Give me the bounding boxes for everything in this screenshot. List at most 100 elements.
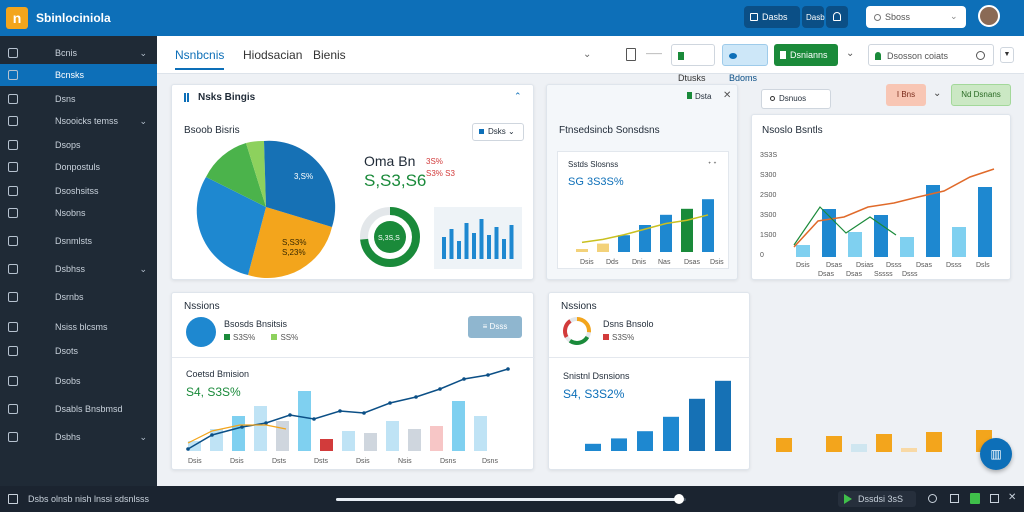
success-badge[interactable]: Nd Dsnans: [951, 84, 1011, 106]
donut-chart: S,3S,S: [360, 207, 420, 267]
y-tick-label: 1S00: [760, 232, 776, 239]
chevron-down-icon[interactable]: ⌄: [139, 264, 147, 274]
sub-value: S4, S3S%: [186, 385, 241, 399]
sidebar-item-label: Donpostuls: [55, 162, 101, 172]
panel-icon[interactable]: [8, 494, 18, 504]
bar-chart-icon: ▥: [990, 447, 1002, 461]
green-action-button[interactable]: Dsnianns: [774, 44, 838, 66]
pie-slice-lightgreen: [246, 140, 266, 207]
sub-value: S4, S3S2%: [563, 387, 625, 401]
sidebar-item-label: Dsnmlsts: [55, 236, 93, 246]
inner-title: Sstds Slosnss: [568, 160, 619, 169]
status-badge[interactable]: Dsnuos: [761, 89, 831, 109]
filter-input[interactable]: Dsosson coiats: [868, 44, 994, 66]
y-tick-label: 3S00: [760, 212, 776, 219]
x-tick-label: Dsss: [886, 262, 902, 269]
tab-history[interactable]: Hiodsacian: [243, 48, 303, 62]
settings-icon[interactable]: [928, 494, 937, 503]
info-icon[interactable]: ᐩ ᐩ: [708, 160, 717, 169]
square-icon[interactable]: [950, 494, 959, 503]
file-icon: [8, 404, 18, 414]
wrench-icon: [8, 208, 18, 218]
mission-button[interactable]: ≡ Dsss: [468, 316, 522, 338]
donut-fill: [360, 207, 420, 267]
window-icon[interactable]: [990, 494, 999, 503]
tab-dashboard[interactable]: Nsnbcnis: [175, 48, 225, 70]
top-action-button[interactable]: Dasbs: [744, 6, 800, 28]
avatar[interactable]: [978, 5, 1000, 27]
progress-knob[interactable]: [674, 494, 684, 504]
sidebar-item-10[interactable]: Dsbhss ⌄: [0, 258, 157, 280]
sidebar-item-5[interactable]: Dsops: [0, 134, 157, 156]
document-icon[interactable]: [626, 48, 636, 61]
sidebar-item-3[interactable]: Dsns: [0, 88, 157, 110]
sidebar-item-11[interactable]: Dsrnbs: [0, 286, 157, 308]
search-icon: [874, 14, 881, 21]
user-icon: [8, 162, 18, 172]
sidebar-item-14[interactable]: Dsobs: [0, 370, 157, 392]
close-icon[interactable]: ✕: [1008, 492, 1017, 503]
sidebar-item-label: Bcnsks: [55, 70, 85, 80]
missions-line-secondary: [187, 424, 287, 444]
chevron-down-icon[interactable]: ⌄: [846, 48, 855, 59]
inner-chart-panel: Sstds Slosnss SG 3S3S% ᐩ ᐩ Dsis Dds Dnis Na…: [557, 151, 729, 269]
clock-icon: [770, 96, 775, 101]
sidebar-item-9[interactable]: Dsnmlsts: [0, 230, 157, 252]
alert-badge[interactable]: I Bns: [886, 84, 926, 106]
sidebar-item-16[interactable]: Dsbhs ⌄: [0, 426, 157, 448]
trend-bar: [796, 245, 810, 257]
mini-bar: [442, 237, 446, 259]
sidebar-item-6[interactable]: Donpostuls: [0, 156, 157, 178]
range-dropdown[interactable]: Dsks ⌄: [472, 123, 524, 141]
sub-title: Snistnl Dsnsions: [563, 371, 630, 381]
mission-icon: [186, 317, 216, 347]
top-secondary-button[interactable]: Dasb: [802, 6, 825, 28]
blue-action-button[interactable]: Bdoms: [722, 44, 768, 83]
sidebar-item-12[interactable]: Nsiss blcsms: [0, 316, 157, 338]
x-tick-label: Dsis: [796, 262, 810, 269]
missions-bar: [232, 416, 245, 451]
clock-icon: [8, 236, 18, 246]
notification-button[interactable]: [826, 6, 848, 28]
caret-down-icon[interactable]: ▼: [1000, 47, 1014, 63]
missions-point: [240, 425, 244, 429]
missions-bar: [386, 421, 399, 451]
close-icon[interactable]: ✕: [723, 90, 732, 101]
tab-items[interactable]: Bienis: [313, 48, 346, 62]
sidebar-item-13[interactable]: Dsots: [0, 340, 157, 362]
list-icon: ≡: [482, 322, 490, 331]
mini-bar: [494, 227, 499, 259]
chevron-down-icon[interactable]: ⌄: [139, 116, 147, 126]
tasks-button[interactable]: Dtusks: [671, 44, 715, 83]
chevron-down-icon[interactable]: ⌄: [139, 48, 147, 58]
sidebar-item-15[interactable]: Dsabls Bnsbmsd: [0, 398, 157, 420]
x-tick-label: Dsss: [946, 262, 962, 269]
missions-point: [264, 421, 268, 425]
chart-fab-button[interactable]: ▥: [980, 438, 1012, 470]
chevron-down-icon[interactable]: ⌄: [950, 11, 958, 21]
settings-icon: [8, 432, 18, 442]
x-tick-label: Dsas: [846, 271, 862, 277]
chevron-down-icon[interactable]: ⌄: [933, 88, 942, 99]
pie-label: 3,S%: [294, 172, 313, 181]
strip-bar: [826, 436, 842, 452]
chevron-down-icon[interactable]: ⌄: [583, 49, 592, 60]
y-tick-label: 0: [760, 252, 764, 259]
sidebar-item-7[interactable]: Dsoshsitss: [0, 180, 157, 202]
distribution-bar: [663, 416, 679, 451]
sidebar-item-8[interactable]: Nsobns: [0, 202, 157, 224]
mission-value-1: S3S%: [233, 333, 256, 342]
distribution-chart: [585, 380, 731, 451]
sidebar-item-2[interactable]: Bcnsks: [0, 64, 157, 86]
progress-track[interactable]: [336, 494, 686, 504]
sub-title: Coetsd Bmision: [186, 369, 250, 379]
missions-point: [312, 417, 316, 421]
sidebar-item-4[interactable]: Nsooicks temss ⌄: [0, 110, 157, 132]
chevron-down-icon[interactable]: ⌄: [139, 432, 147, 442]
sidebar-item-1[interactable]: Bcnis ⌄: [0, 42, 157, 64]
expand-icon[interactable]: ⌃: [514, 91, 522, 101]
playback-control[interactable]: Dssdsi 3sS: [838, 491, 916, 507]
card-header-action[interactable]: Dsta: [687, 92, 711, 101]
y-tick-label: S300: [760, 172, 776, 179]
search-input[interactable]: Sboss: [866, 6, 966, 28]
